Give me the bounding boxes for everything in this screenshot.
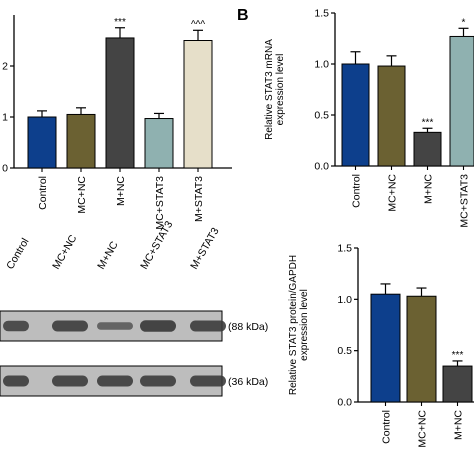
bar-mc-nc: [406, 295, 437, 403]
significance-mc-stat3: *: [462, 17, 466, 28]
blot-band: [190, 375, 226, 387]
category-label-control: Control: [37, 176, 49, 210]
bar-control: [27, 116, 57, 169]
y-tick-label: 1.0: [337, 294, 352, 306]
blot-band: [140, 320, 176, 332]
chart-stat3-protein: 0.0 0.5 1.0 1.5 Relative STAT3 protein/GAPDH…: [288, 243, 474, 448]
y-tick-label: 1.5: [337, 243, 352, 255]
y-axis-label: Relative STAT3 protein/GAPDH: [288, 255, 299, 395]
bar-control: [370, 293, 401, 403]
chart-left-expression: 0 1 2 Control MC+NC *** M+NC MC+STAT3 ^^^ M+STAT3: [2, 15, 232, 230]
category-label-mc-stat3: MC+STAT3: [154, 176, 166, 230]
bar-mc-stat3: [449, 35, 474, 167]
bar-mc-nc: [66, 113, 96, 169]
y-tick-label: 1: [2, 112, 8, 124]
y-tick-label: 0.0: [314, 161, 329, 173]
y-tick-label: 1.5: [314, 8, 329, 20]
y-tick-label: 0.5: [314, 110, 329, 122]
category-label-mc-nc: MC+NC: [417, 410, 429, 448]
blot-lane-label-mc-nc: MC+NC: [50, 233, 79, 272]
category-label-m-stat3: M+STAT3: [193, 176, 205, 222]
chart-b-stat3-mrna: 0.0 0.5 1.0 1.5 Relative STAT3 mRNA expressio…: [264, 8, 474, 228]
significance-m-nc: ***: [422, 117, 434, 128]
bar-m-stat3: [183, 40, 213, 169]
bar-m-nc: [413, 131, 442, 167]
category-label-mc-nc: MC+NC: [76, 176, 88, 214]
blot-band: [190, 320, 226, 332]
blot-band: [3, 375, 29, 387]
panel-label-b: B: [237, 7, 249, 24]
category-label-m-nc: M+NC: [423, 174, 435, 204]
y-axis-label: expression level: [299, 289, 310, 361]
category-label-m-nc: M+NC: [453, 410, 465, 440]
blot-band: [3, 320, 29, 332]
category-label-mc-nc: MC+NC: [387, 174, 399, 212]
y-tick-label: 0: [2, 163, 8, 175]
bar-control: [341, 63, 370, 167]
blot-lane-label-m-nc: M+NC: [95, 239, 121, 271]
bar-m-nc: [442, 365, 473, 403]
blot-band: [97, 375, 133, 387]
significance-m-nc: ***: [452, 350, 464, 361]
category-label-mc-stat3: MC+STAT3: [459, 174, 471, 228]
blot-lane-label-control: Control: [4, 236, 31, 271]
category-label-m-nc: M+NC: [115, 176, 127, 206]
significance-m-nc: ***: [114, 17, 126, 28]
significance-m-stat3: ^^^: [191, 19, 205, 30]
y-axis-label: Relative STAT3 mRNA: [264, 39, 275, 140]
y-axis-label: expression level: [275, 54, 286, 126]
blot-lane-label-m-stat3: M+STAT3: [188, 226, 221, 272]
y-tick-label: 2: [2, 61, 8, 73]
y-tick-label: 0.0: [337, 397, 352, 409]
blot-band: [140, 375, 176, 387]
y-tick-label: 0.5: [337, 345, 352, 357]
bar-m-nc: [105, 37, 135, 169]
blot-band: [52, 375, 88, 387]
western-blot: Control MC+NC M+NC MC+STAT3 M+STAT3(88 kDa)(…: [0, 219, 268, 397]
category-label-control: Control: [351, 174, 363, 208]
blot-mw-label-1: (88 kDa): [228, 321, 268, 333]
blot-band: [52, 320, 88, 332]
bar-mc-stat3: [144, 118, 174, 169]
y-tick-label: 1.0: [314, 59, 329, 71]
category-label-control: Control: [381, 410, 393, 444]
blot-mw-label-2: (36 kDa): [228, 376, 268, 388]
bar-mc-nc: [377, 65, 406, 167]
blot-band: [97, 322, 133, 330]
